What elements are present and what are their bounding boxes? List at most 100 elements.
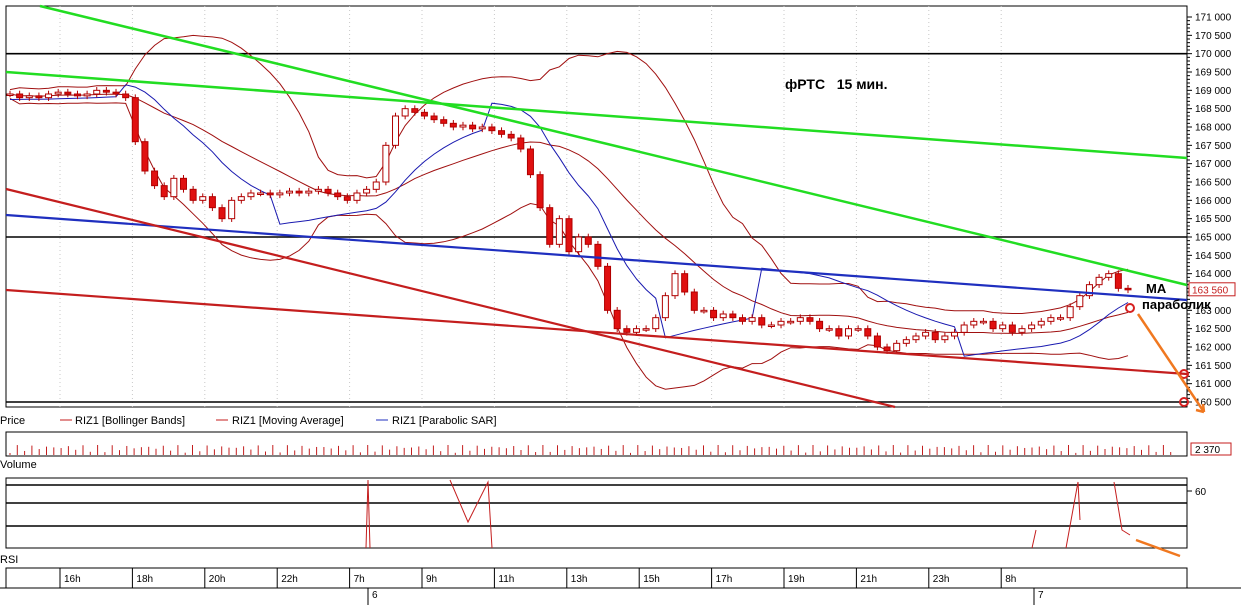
candle: [661, 295, 669, 319]
candle: [372, 181, 380, 190]
candle: [45, 93, 53, 99]
legend-entry: RIZ1 [Parabolic SAR]: [392, 415, 497, 427]
candle: [276, 192, 284, 196]
bollinger-upper-line: [9, 34, 1129, 314]
y-tick-label: 168 000: [1195, 123, 1232, 134]
candle: [845, 328, 852, 337]
y-tick-label: 164 000: [1195, 269, 1232, 280]
candle: [305, 190, 313, 194]
candle: [738, 317, 746, 322]
candle: [64, 91, 72, 95]
volume-panel: [5, 431, 1188, 457]
red-trendline-steep: [5, 187, 896, 409]
candle: [160, 185, 168, 198]
candle: [93, 89, 101, 95]
candle: [777, 320, 785, 326]
candle: [440, 119, 448, 124]
red-trendline-shallow: [5, 288, 1188, 376]
candle: [931, 331, 939, 341]
candle: [25, 95, 33, 99]
annotation-parabolic: параболик: [1142, 297, 1211, 312]
x-tick-label: 16h: [64, 574, 81, 585]
candle: [478, 126, 486, 130]
candle: [517, 137, 525, 150]
candle: [951, 331, 959, 337]
y-tick-label: 170 500: [1195, 31, 1232, 42]
y-tick-label: 168 500: [1195, 104, 1232, 115]
annotation-ma: MA: [1146, 281, 1167, 296]
candle: [266, 192, 274, 196]
candle: [16, 93, 24, 99]
candle: [179, 177, 187, 190]
candle: [1066, 306, 1074, 319]
y-tick-label: 160 500: [1195, 398, 1232, 409]
forecast-arrow-shaft: [1136, 313, 1206, 413]
candle: [922, 331, 930, 337]
x-tick-label: 11h: [498, 574, 514, 585]
candle: [469, 124, 477, 130]
candle: [102, 89, 110, 93]
x-tick-label: 18h: [136, 574, 153, 585]
candle: [1105, 273, 1113, 278]
candle: [208, 196, 216, 209]
candle: [796, 317, 804, 322]
candle: [1028, 324, 1036, 330]
candle: [112, 91, 120, 95]
candle: [700, 309, 708, 313]
candle: [902, 339, 910, 344]
y-tick-label: 161 500: [1195, 361, 1232, 372]
candle: [719, 313, 727, 319]
candle: [989, 320, 997, 330]
rsi-line: [365, 479, 1131, 549]
candle: [295, 190, 303, 194]
candle: [748, 317, 756, 322]
candle: [536, 174, 544, 209]
candle: [767, 324, 775, 327]
green-trendline-steep: [39, 4, 1188, 287]
candle: [420, 111, 428, 117]
y-tick-label: 165 000: [1195, 233, 1232, 244]
candle: [632, 328, 640, 333]
candle: [189, 188, 197, 201]
y-tick-label: 171 000: [1195, 13, 1232, 24]
candle: [546, 207, 554, 245]
candle: [430, 115, 438, 121]
candle: [758, 317, 766, 326]
candle: [816, 320, 824, 330]
candle: [594, 243, 602, 267]
volume-label: Volume: [0, 459, 37, 471]
candle: [893, 342, 901, 352]
candle: [324, 188, 332, 194]
candle: [555, 218, 563, 245]
x-tick-label: 9h: [426, 574, 437, 585]
y-tick-label: 162 000: [1195, 343, 1232, 354]
blue-trendline: [5, 213, 1188, 302]
x-tick-label: 21h: [860, 574, 877, 585]
chart-title: фРТС 15 мин.: [785, 76, 888, 92]
candle: [122, 93, 130, 99]
candle: [883, 346, 891, 352]
candle: [912, 335, 920, 341]
candle: [35, 95, 43, 99]
y-tick-label: 164 500: [1195, 251, 1232, 262]
x-tick-label: 20h: [209, 574, 226, 585]
candle: [999, 324, 1007, 330]
day-label: 7: [1038, 590, 1044, 601]
candle: [353, 192, 361, 201]
y-tick-label: 169 500: [1195, 68, 1232, 79]
candle: [1124, 287, 1132, 291]
candle: [449, 122, 457, 128]
candle: [613, 309, 621, 330]
candle: [941, 335, 949, 341]
candle: [218, 207, 226, 220]
x-tick-label: 15h: [643, 574, 660, 585]
candle: [54, 91, 62, 95]
candle: [604, 265, 612, 311]
y-tick-label: 165 500: [1195, 214, 1232, 225]
candle: [247, 192, 255, 198]
candle: [970, 320, 978, 326]
y-tick-label: 166 500: [1195, 178, 1232, 189]
x-tick-label: 23h: [933, 574, 950, 585]
last-price-label: 163 560: [1192, 285, 1229, 296]
